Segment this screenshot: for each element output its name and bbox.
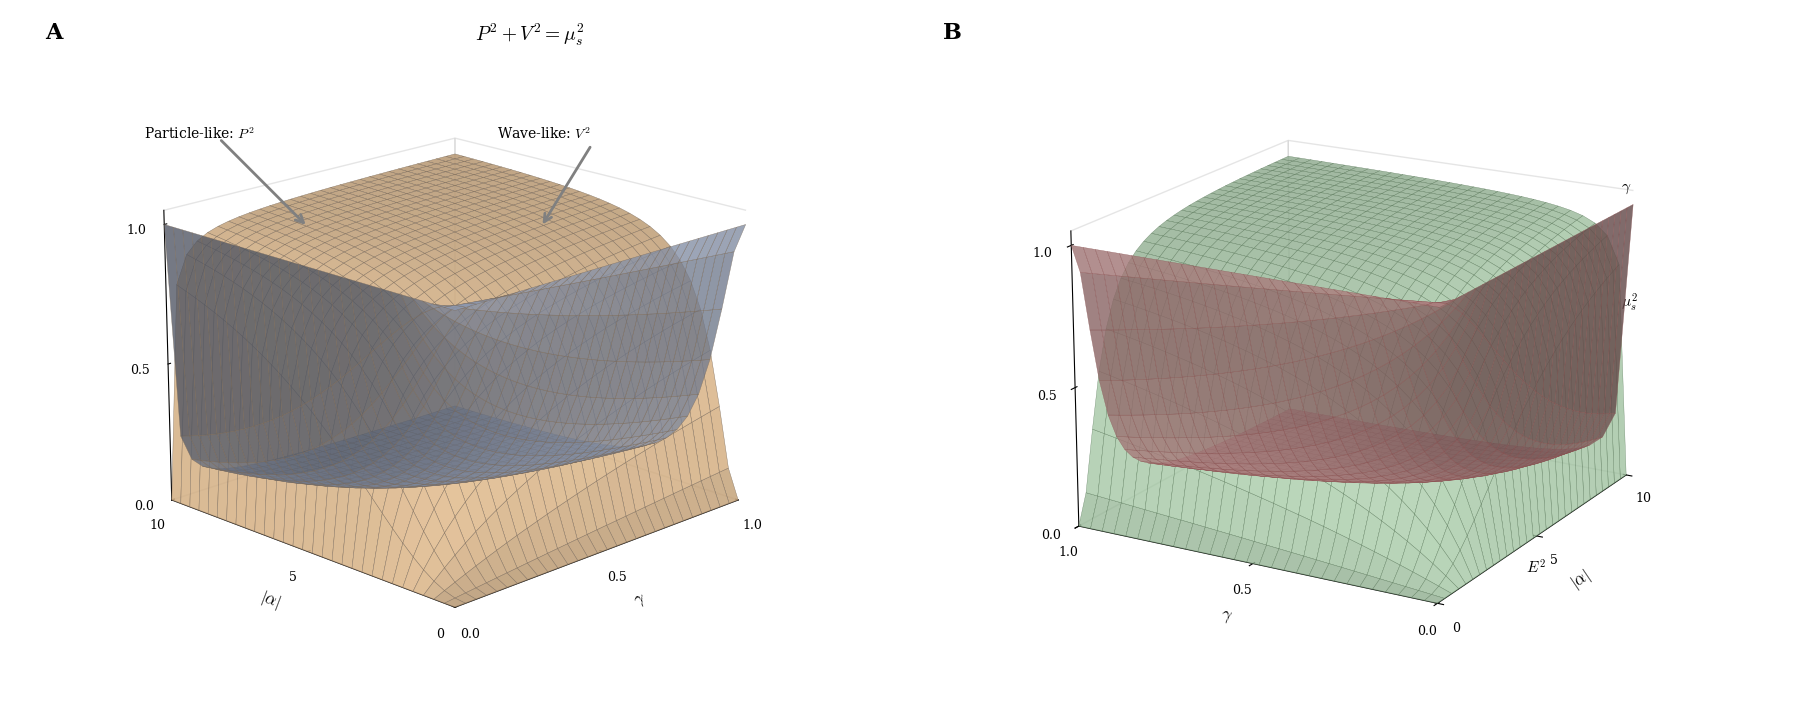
Y-axis label: $|\alpha|$: $|\alpha|$ — [257, 588, 284, 614]
Text: Particle-like: $P^2$: Particle-like: $P^2$ — [144, 126, 255, 141]
Text: Wave-like: $V^2$: Wave-like: $V^2$ — [497, 126, 591, 141]
Text: $\gamma$: $\gamma$ — [1620, 182, 1631, 196]
X-axis label: $|\alpha|$: $|\alpha|$ — [1568, 566, 1595, 594]
Y-axis label: $\gamma$: $\gamma$ — [1219, 607, 1234, 626]
Text: $\mu_s^2$: $\mu_s^2$ — [1620, 292, 1638, 313]
X-axis label: $\gamma$: $\gamma$ — [632, 591, 648, 611]
Text: A: A — [45, 22, 63, 44]
Text: B: B — [943, 22, 963, 44]
Text: $E^2$: $E^2$ — [1527, 559, 1546, 576]
Text: $P^2 + V^2 = \mu_s^2$: $P^2 + V^2 = \mu_s^2$ — [476, 22, 584, 48]
